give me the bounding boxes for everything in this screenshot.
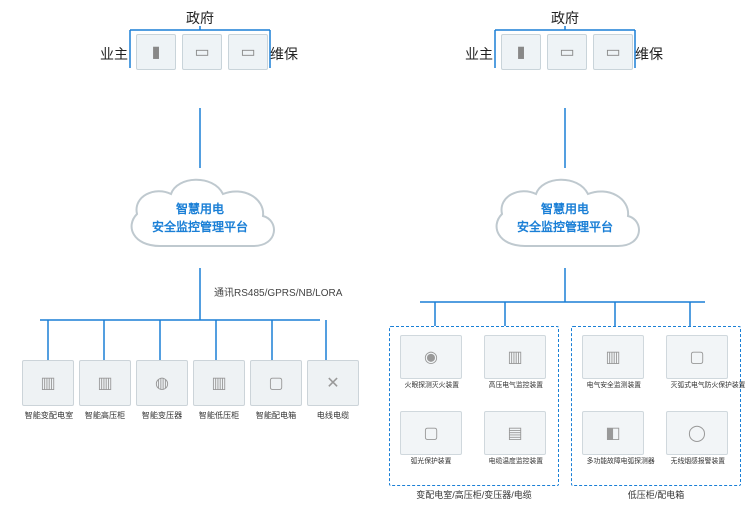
- cloud-right: 智慧用电 安全监控管理平台: [480, 168, 650, 268]
- equip-fire-extinguish: ◉ 火眼探测灭火装置: [400, 335, 462, 391]
- equip-transformer: ◍ 智能变压器: [136, 360, 188, 422]
- left-diagram: 政府 业主 维保 ▮▭▭ 智慧用电 安全监控管理平台 通讯RS485/GPRS/…: [0, 0, 375, 532]
- equip-label: 弧光保护装置: [405, 457, 458, 465]
- lv-cabinet-icon: ▥: [193, 360, 245, 406]
- multi-leak-icon: ◧: [582, 411, 644, 455]
- label-owner-right: 业主: [465, 44, 493, 64]
- label-maint-right: 维保: [635, 44, 663, 64]
- equip-cable-temp: ▤ 电缆温度监控装置: [484, 411, 546, 467]
- equip-hv-monitor: ▥ 高压电气监控装置: [484, 335, 546, 391]
- equip-label: 无线烟感报警装置: [671, 457, 724, 465]
- equip-label: 电气安全监测装置: [587, 381, 640, 389]
- fire-extinguish-icon: ◉: [400, 335, 462, 379]
- label-gov-right: 政府: [551, 8, 579, 28]
- equip-box-a-title: 变配电室/高压柜/变压器/电缆: [390, 488, 558, 501]
- bottom-equipment-row: ▥ 智能变配电室 ▥ 智能高压柜 ◍ 智能变压器 ▥ 智能低压柜 ▢ 智能配电箱 ✕ 电线电缆: [22, 360, 359, 422]
- label-gov-left: 政府: [186, 8, 214, 28]
- equip-multi-leak: ◧ 多功能故障电弧探测器: [582, 411, 644, 467]
- equip-label: 智能低压柜: [196, 409, 243, 421]
- cable-icon: ✕: [307, 360, 359, 406]
- cloud-left: 智慧用电 安全监控管理平台: [115, 168, 285, 268]
- equip-label: 智能变压器: [139, 409, 186, 421]
- top-device-phone: ▮: [136, 34, 176, 70]
- equip-box-b-title: 低压柜/配电箱: [572, 488, 740, 501]
- comm-label: 通讯RS485/GPRS/NB/LORA: [214, 284, 342, 299]
- equip-elec-safety: ▥ 电气安全监测装置: [582, 335, 644, 391]
- equip-label: 火眼探测灭火装置: [405, 381, 458, 389]
- tablet-icon: ▭: [547, 34, 587, 70]
- top-devices-right: ▮▭▭: [501, 34, 633, 70]
- hv-monitor-icon: ▥: [484, 335, 546, 379]
- tablet-icon: ▭: [182, 34, 222, 70]
- equip-label: 智能高压柜: [82, 409, 129, 421]
- arc-fire-protect-icon: ▢: [666, 335, 728, 379]
- transformer-icon: ◍: [136, 360, 188, 406]
- equip-substation-room: ▥ 智能变配电室: [22, 360, 74, 422]
- equip-label: 电缆温度监控装置: [489, 457, 542, 465]
- equip-label: 智能配电箱: [253, 409, 300, 421]
- laptop-icon: ▭: [593, 34, 633, 70]
- cloud-line1-right: 智慧用电: [541, 200, 589, 218]
- label-maint-left: 维保: [270, 44, 298, 64]
- top-device-phone: ▮: [501, 34, 541, 70]
- right-diagram: 政府 业主 维保 ▮▭▭ 智慧用电 安全监控管理平台 变配电室/高压柜/变压器/…: [375, 0, 750, 532]
- top-device-tablet: ▭: [547, 34, 587, 70]
- phone-icon: ▮: [501, 34, 541, 70]
- top-device-laptop: ▭: [593, 34, 633, 70]
- cloud-line1-left: 智慧用电: [176, 200, 224, 218]
- equip-label: 智能变配电室: [25, 409, 72, 421]
- equip-label: 多功能故障电弧探测器: [587, 457, 640, 465]
- label-owner-left: 业主: [100, 44, 128, 64]
- top-device-laptop: ▭: [228, 34, 268, 70]
- phone-icon: ▮: [136, 34, 176, 70]
- top-devices-left: ▮▭▭: [136, 34, 268, 70]
- wireless-alarm-icon: ◯: [666, 411, 728, 455]
- equip-wireless-alarm: ◯ 无线烟感报警装置: [666, 411, 728, 467]
- elec-safety-icon: ▥: [582, 335, 644, 379]
- substation-room-icon: ▥: [22, 360, 74, 406]
- top-device-tablet: ▭: [182, 34, 222, 70]
- equip-hv-cabinet: ▥ 智能高压柜: [79, 360, 131, 422]
- equip-label: 电线电缆: [310, 409, 357, 421]
- equip-label: 灭弧式电气防火保护装置: [671, 381, 724, 389]
- cable-temp-icon: ▤: [484, 411, 546, 455]
- cloud-line2-right: 安全监控管理平台: [517, 218, 613, 236]
- equip-box-a: 变配电室/高压柜/变压器/电缆 ◉火眼探测灭火装置▥高压电气监控装置▢弧光保护装…: [389, 326, 559, 486]
- cloud-line2-left: 安全监控管理平台: [152, 218, 248, 236]
- dist-box-icon: ▢: [250, 360, 302, 406]
- equip-arc-fire-protect: ▢ 灭弧式电气防火保护装置: [666, 335, 728, 391]
- equip-dist-box: ▢ 智能配电箱: [250, 360, 302, 422]
- equip-box-b: 低压柜/配电箱 ▥电气安全监测装置▢灭弧式电气防火保护装置◧多功能故障电弧探测器…: [571, 326, 741, 486]
- laptop-icon: ▭: [228, 34, 268, 70]
- equip-lv-cabinet: ▥ 智能低压柜: [193, 360, 245, 422]
- equip-arc-protect: ▢ 弧光保护装置: [400, 411, 462, 467]
- equip-label: 高压电气监控装置: [489, 381, 542, 389]
- equip-cable: ✕ 电线电缆: [307, 360, 359, 422]
- hv-cabinet-icon: ▥: [79, 360, 131, 406]
- arc-protect-icon: ▢: [400, 411, 462, 455]
